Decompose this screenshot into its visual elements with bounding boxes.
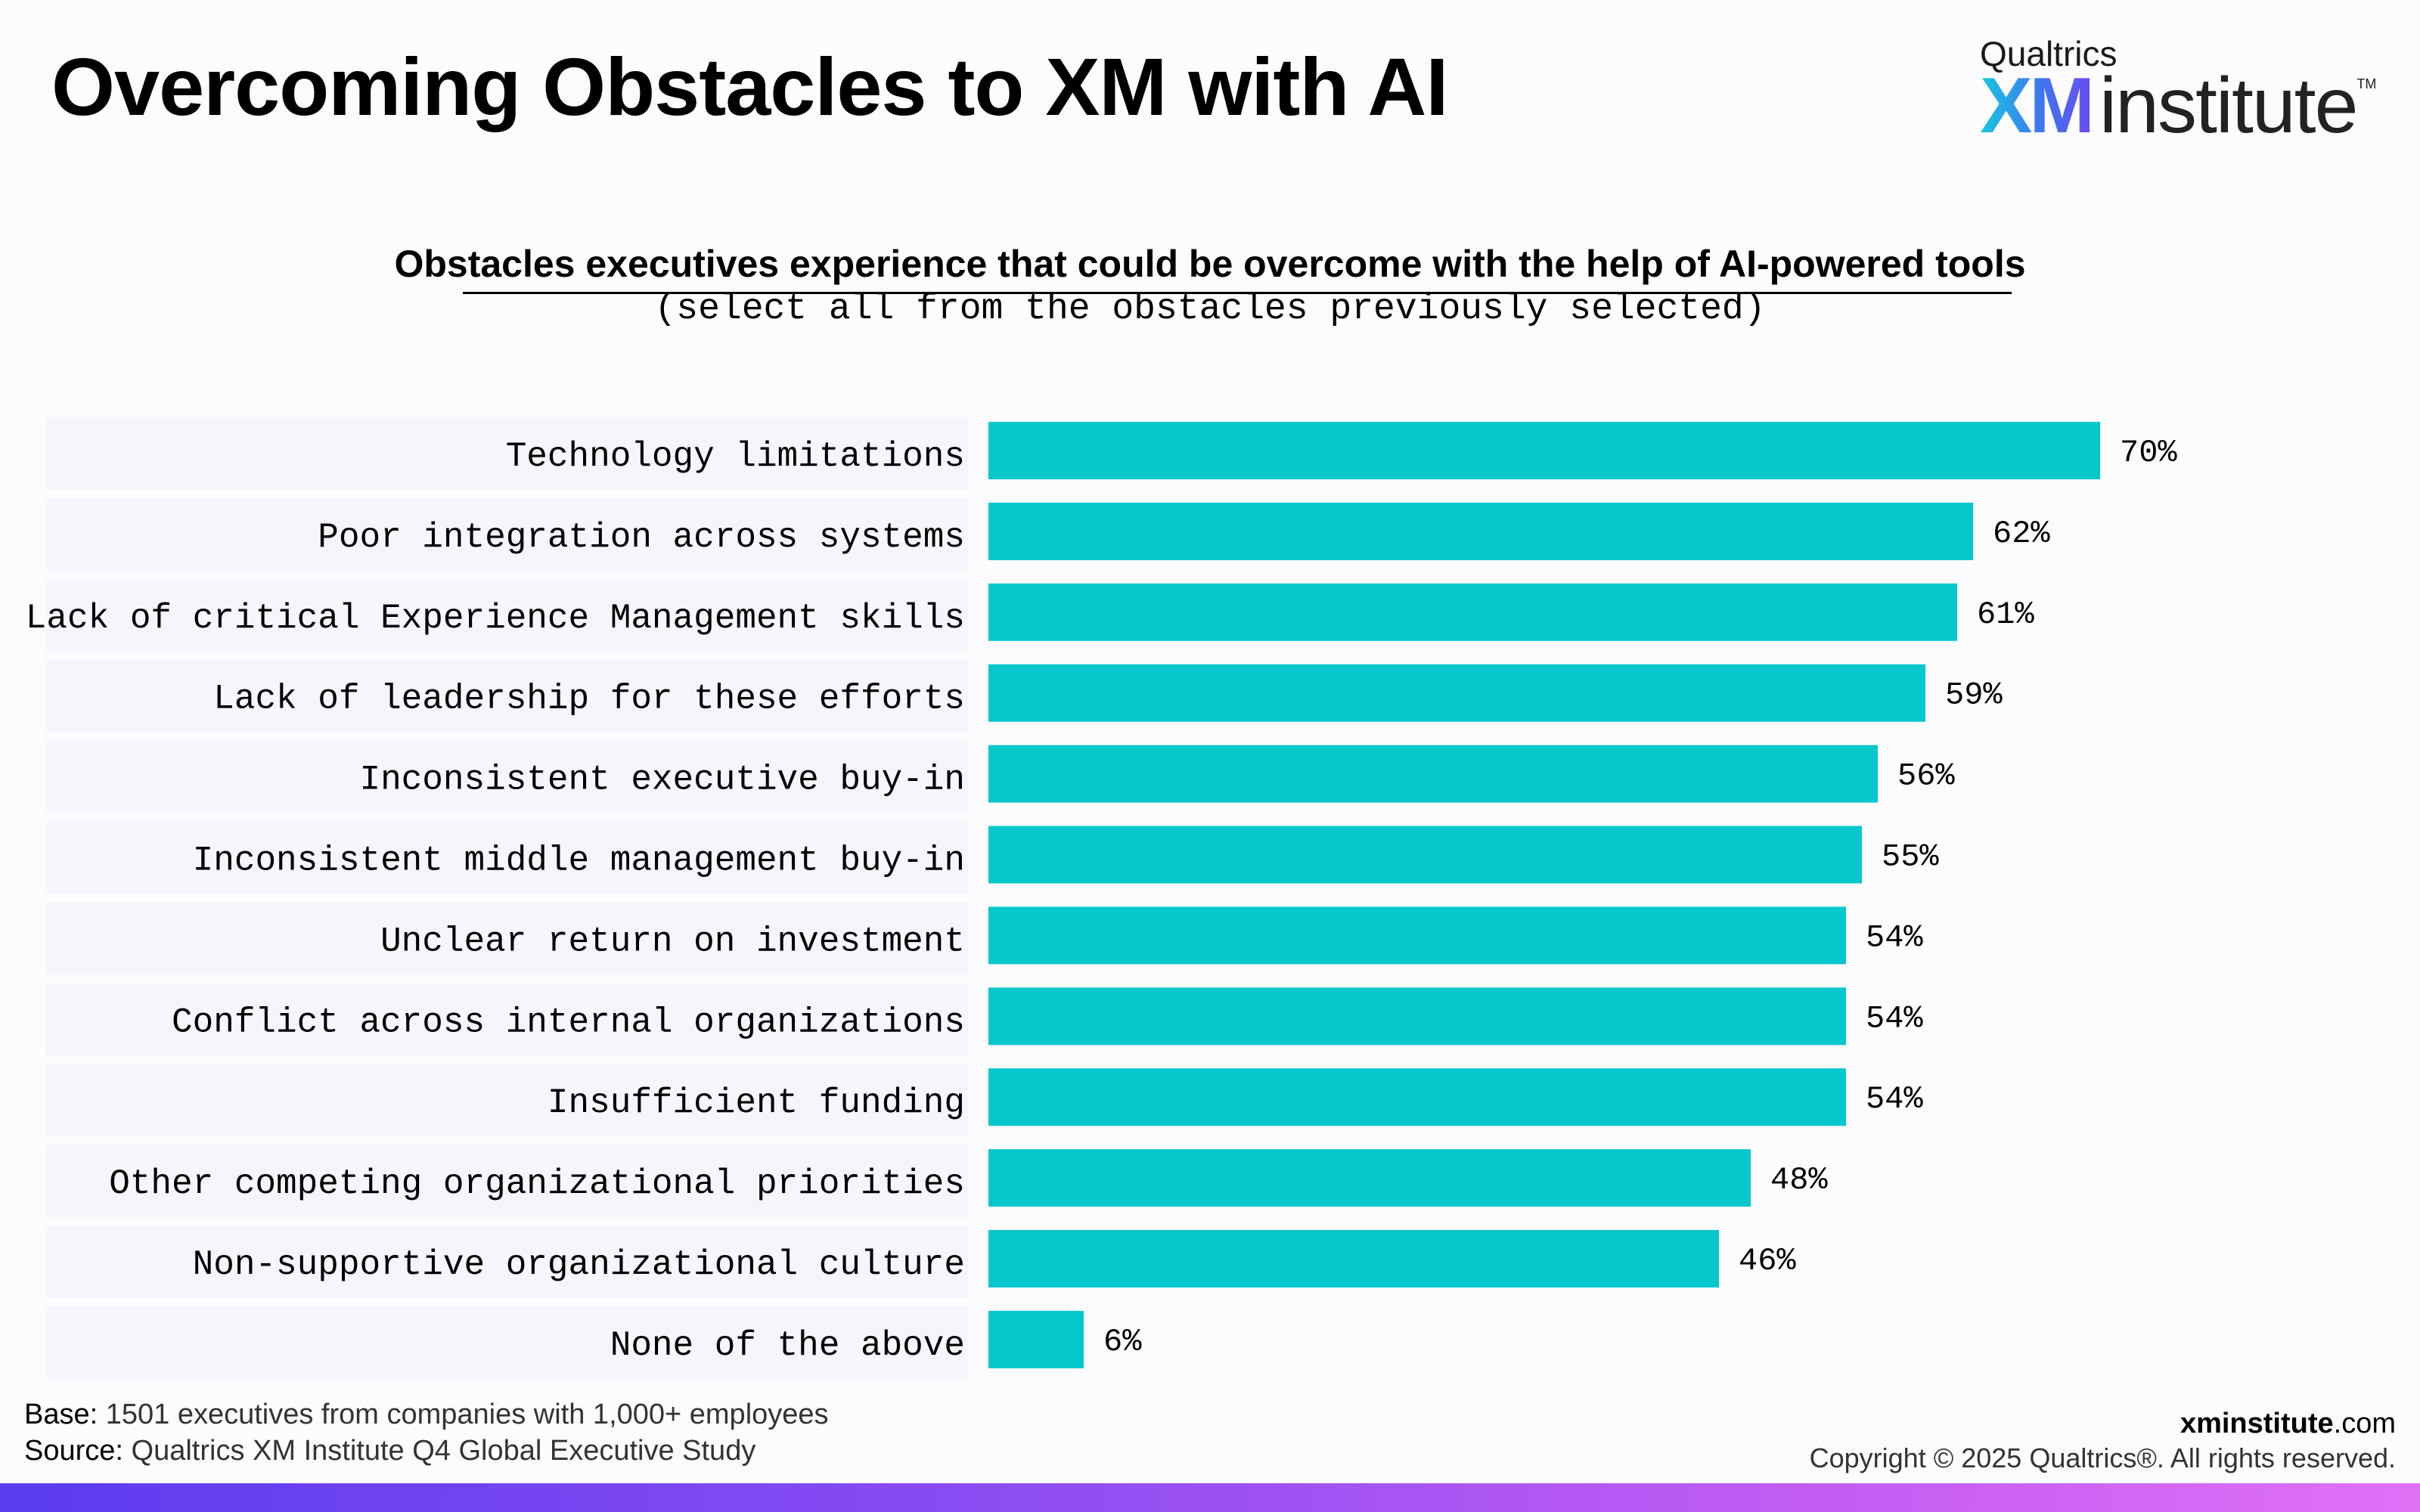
- category-label: Conflict across internal organizations: [172, 1002, 965, 1042]
- value-label: 6%: [1103, 1324, 1142, 1360]
- logo-trademark: TM: [2356, 76, 2377, 91]
- value-label: 55%: [1882, 839, 1939, 875]
- category-label: Lack of leadership for these efforts: [213, 680, 965, 719]
- row-band: [45, 983, 968, 1056]
- value-label: 54%: [1866, 1000, 1923, 1036]
- category-label: Inconsistent middle management buy-in: [193, 841, 965, 881]
- footer-base-text: 1501 executives from companies with 1,00…: [98, 1399, 829, 1430]
- website-domain-suffix: .com: [2333, 1408, 2396, 1439]
- value-label: 54%: [1866, 1081, 1923, 1117]
- category-label: Unclear return on investment: [380, 922, 965, 961]
- value-label: 61%: [1977, 596, 2034, 633]
- row-band: [45, 659, 968, 733]
- category-label: Technology limitations: [506, 437, 965, 476]
- bar: [988, 1068, 1846, 1126]
- value-label: 56%: [1897, 758, 1955, 795]
- obstacles-bar-chart: Technology limitations 70% Poor integratio…: [25, 417, 2178, 1379]
- bar: [988, 1310, 1084, 1368]
- footer-base-label: Base:: [24, 1399, 98, 1430]
- row-band: [45, 1306, 968, 1379]
- chart-title: Obstacles executives experience that cou…: [394, 243, 2026, 285]
- bar: [988, 745, 1878, 803]
- row-band: [45, 497, 968, 571]
- website-domain-bold: xminstitute: [2180, 1408, 2334, 1439]
- value-label: 54%: [1866, 919, 1923, 956]
- bar: [988, 987, 1846, 1046]
- category-label: Other competing organizational prioritie…: [109, 1164, 965, 1204]
- value-label: 59%: [1945, 677, 2003, 714]
- value-label: 48%: [1770, 1162, 1828, 1198]
- footer-source-text: Qualtrics XM Institute Q4 Global Executi…: [123, 1435, 756, 1467]
- bar: [988, 1149, 1751, 1207]
- xm-institute-logo: Qualtrics XMinstituteTM: [1980, 33, 2388, 147]
- copyright-notice: Copyright © 2025 Qualtrics®. All rights …: [1809, 1442, 2396, 1473]
- bottom-accent-bar: [0, 1483, 2420, 1512]
- bar: [988, 583, 1957, 641]
- logo-wordmark: XMinstituteTM: [1980, 67, 2376, 145]
- row-band: [45, 578, 968, 652]
- row-band: [45, 1064, 968, 1137]
- bar: [988, 826, 1862, 884]
- chart-title-underline: [463, 292, 2012, 294]
- category-label: Lack of critical Experience Management s…: [26, 599, 965, 638]
- page-title: Overcoming Obstacles to XM with AI: [51, 41, 1448, 132]
- value-label: 70%: [2120, 435, 2177, 471]
- row-band: [45, 902, 968, 975]
- website-link[interactable]: xminstitute.com: [2180, 1408, 2396, 1440]
- footer-source-label: Source:: [24, 1435, 123, 1467]
- footer-source-note: Source: Qualtrics XM Institute Q4 Global…: [24, 1435, 755, 1467]
- row-band: [45, 1225, 968, 1298]
- value-label: 62%: [1993, 516, 2050, 552]
- bar: [988, 906, 1846, 965]
- category-label: None of the above: [610, 1326, 965, 1365]
- chart-subtitle: (select all from the obstacles previousl…: [654, 289, 1766, 330]
- category-label: Insufficient funding: [548, 1083, 965, 1123]
- value-label: 46%: [1739, 1243, 1796, 1279]
- bar: [988, 502, 1973, 560]
- logo-institute-word: institute: [2099, 62, 2358, 150]
- category-label: Non-supportive organizational culture: [193, 1245, 965, 1284]
- row-band: [45, 821, 968, 894]
- logo-company-name: Qualtrics: [1980, 34, 2118, 73]
- footer-base-note: Base: 1501 executives from companies wit…: [24, 1399, 829, 1431]
- row-band: [45, 1145, 968, 1218]
- bar: [988, 664, 1925, 722]
- category-label: Poor integration across systems: [318, 518, 965, 557]
- bar: [988, 1230, 1719, 1287]
- bar: [988, 422, 2100, 479]
- category-label: Inconsistent executive buy-in: [359, 761, 965, 800]
- row-band: [45, 740, 968, 813]
- logo-xm-mark: XM: [1980, 62, 2095, 150]
- row-band: [45, 417, 968, 490]
